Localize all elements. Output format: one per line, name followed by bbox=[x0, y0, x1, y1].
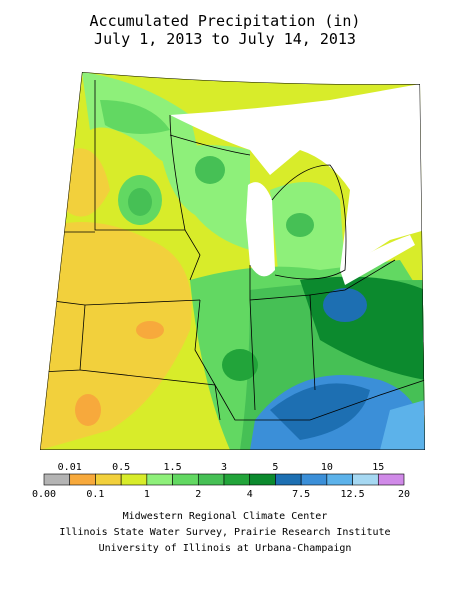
legend-swatch bbox=[249, 473, 276, 486]
legend-swatch bbox=[197, 473, 225, 486]
legend-swatch bbox=[69, 473, 96, 486]
precip-map bbox=[40, 72, 425, 450]
credit-line: University of Illinois at Urbana-Champai… bbox=[99, 543, 352, 554]
legend-swatch bbox=[275, 473, 302, 486]
legend-swatch bbox=[326, 473, 353, 486]
legend-label: 10 bbox=[321, 462, 333, 473]
legend-label: 20 bbox=[398, 489, 410, 500]
legend-label: 15 bbox=[372, 462, 384, 473]
legend-swatch bbox=[377, 473, 405, 486]
legend-label: 0.5 bbox=[112, 462, 130, 473]
subtitle: July 1, 2013 to July 14, 2013 bbox=[94, 30, 356, 48]
legend-label: 5 bbox=[272, 462, 278, 473]
legend-label: 4 bbox=[247, 489, 253, 500]
legend-swatch bbox=[120, 473, 148, 486]
legend-swatch bbox=[95, 473, 122, 486]
legend-label: 0.01 bbox=[58, 462, 82, 473]
credits: Midwestern Regional Climate Center Illino… bbox=[59, 511, 390, 554]
legend-swatch bbox=[223, 473, 251, 486]
legend-label: 1 bbox=[144, 489, 150, 500]
legend-swatch bbox=[43, 473, 71, 486]
legend-swatch bbox=[172, 473, 199, 486]
credit-line: Illinois State Water Survey, Prairie Res… bbox=[59, 527, 390, 538]
legend-label: 12.5 bbox=[341, 489, 365, 500]
legend-label: 0.00 bbox=[32, 489, 56, 500]
legend: 0.00 0.01 0.1 0.5 1 1.5 2 3 4 5 7.5 10 12.5 15 20 bbox=[32, 462, 410, 500]
credit-line: Midwestern Regional Climate Center bbox=[123, 511, 328, 522]
legend-swatch bbox=[300, 473, 328, 486]
legend-label: 3 bbox=[221, 462, 227, 473]
legend-label: 1.5 bbox=[164, 462, 182, 473]
legend-label: 7.5 bbox=[292, 489, 310, 500]
legend-swatch bbox=[146, 473, 173, 486]
legend-label: 2 bbox=[195, 489, 201, 500]
legend-label: 0.1 bbox=[86, 489, 104, 500]
legend-swatch bbox=[352, 473, 379, 486]
title: Accumulated Precipitation (in) bbox=[90, 12, 361, 30]
